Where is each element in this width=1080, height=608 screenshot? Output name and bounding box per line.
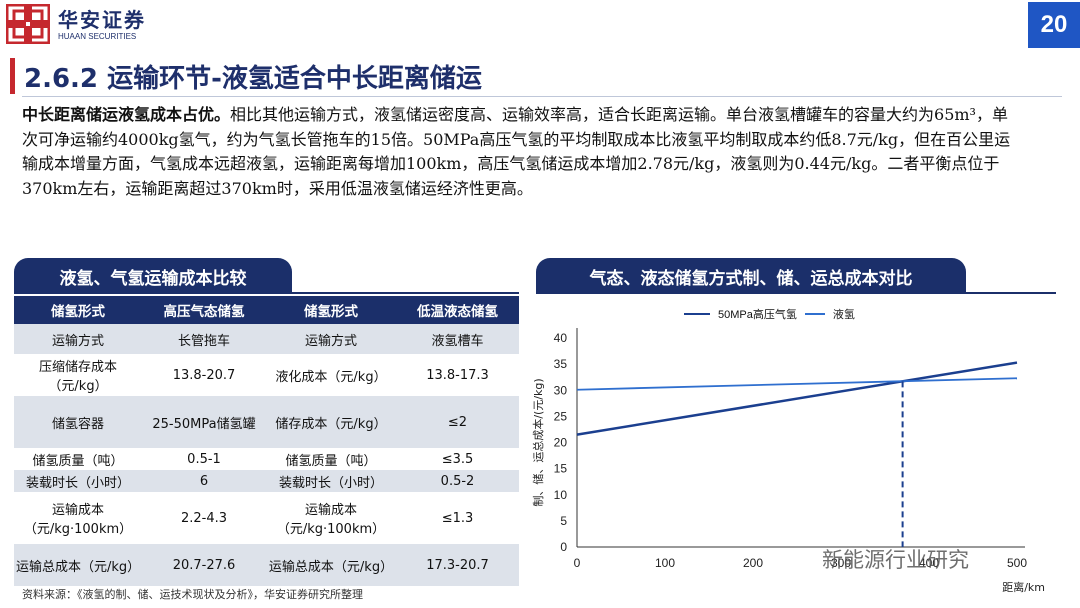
table-cell: 液化成本（元/kg） <box>266 354 396 396</box>
x-tick-label: 400 <box>919 556 939 570</box>
table-row: 运输总成本（元/kg） 20.7-27.6 运输总成本（元/kg） 17.3-2… <box>14 544 519 586</box>
table-cell: 储氢质量（吨） <box>14 448 142 470</box>
table-cell: ≤2 <box>396 396 519 448</box>
watermark-text: 新能源行业研究 <box>822 548 969 572</box>
y-tick-label: 10 <box>554 488 568 502</box>
y-tick-label: 35 <box>554 357 568 371</box>
chart-panel-rule <box>536 292 1056 294</box>
table-row: 装载时长（小时） 6 装载时长（小时） 0.5-2 <box>14 470 519 492</box>
table-row: 储氢容器 25-50MPa储氢罐 储存成本（元/kg） ≤2 <box>14 396 519 448</box>
table-cell: 运输成本（元/kg·100km） <box>14 492 142 544</box>
chart-panel-title: 气态、液态储氢方式制、储、运总成本对比 <box>536 258 966 294</box>
table-cell: 0.5-2 <box>396 470 519 492</box>
table-row: 运输成本（元/kg·100km） 2.2-4.3 运输成本（元/kg·100km… <box>14 492 519 544</box>
x-tick-label: 0 <box>574 556 581 570</box>
table-cell: 储氢质量（吨） <box>266 448 396 470</box>
table-panel-title: 液氢、气氢运输成本比较 <box>14 258 292 294</box>
table-cell: 运输总成本（元/kg） <box>14 544 142 586</box>
y-tick-label: 40 <box>554 331 568 345</box>
table-cell: ≤1.3 <box>396 492 519 544</box>
y-axis-title: 制、储、运总成本/(元/kg) <box>531 378 545 506</box>
table-row: 压缩储存成本（元/kg） 13.8-20.7 液化成本（元/kg） 13.8-1… <box>14 354 519 396</box>
table-cell: 6 <box>142 470 266 492</box>
table-panel-rule <box>14 292 519 294</box>
table-cell: 储氢容器 <box>14 396 142 448</box>
source-note: 资料来源：《液氢的制、储、运技术现状及分析》，华安证券研究所整理 <box>22 588 363 601</box>
table-cell: 装载时长（小时） <box>266 470 396 492</box>
table-cell: 压缩储存成本（元/kg） <box>14 354 142 396</box>
title-accent-bar <box>10 58 15 94</box>
table-cell: 17.3-20.7 <box>396 544 519 586</box>
table-cell: 25-50MPa储氢罐 <box>142 396 266 448</box>
summary-paragraph: 中长距离储运液氢成本占优。相比其他运输方式，液氢储运密度高、运输效率高，适合长距… <box>22 103 1022 201</box>
summary-body: 相比其他运输方式，液氢储运密度高、运输效率高，适合长距离运输。单台液氢槽罐车的容… <box>22 105 1011 198</box>
table-header-cell: 储氢形式 <box>266 296 396 324</box>
table-cell: 13.8-17.3 <box>396 354 519 396</box>
brand-name-en: HUAAN SECURITIES <box>58 32 137 41</box>
x-tick-label: 500 <box>1007 556 1027 570</box>
table-cell: 运输总成本（元/kg） <box>266 544 396 586</box>
title-divider <box>22 96 1062 97</box>
y-tick-label: 25 <box>554 409 568 423</box>
table-header-cell: 低温液态储氢 <box>396 296 519 324</box>
legend-swatch-liquid <box>804 313 825 315</box>
table-cell: 运输方式 <box>14 324 142 354</box>
x-axis-title: 距离/km <box>1002 580 1045 594</box>
table-cell: 2.2-4.3 <box>142 492 266 544</box>
table-cell: 长管拖车 <box>142 324 266 354</box>
table-cell: 20.7-27.6 <box>142 544 266 586</box>
table-cell: 液氢槽车 <box>396 324 519 354</box>
page-title: 2.6.2 运输环节-液氢适合中长距离储运 <box>24 64 482 94</box>
legend-label-liquid: 液氢 <box>832 309 855 321</box>
legend-swatch-gas <box>684 313 710 315</box>
table-cell: ≤3.5 <box>396 448 519 470</box>
x-tick-label: 100 <box>655 556 675 570</box>
y-tick-label: 0 <box>560 540 567 554</box>
table-header-cell: 储氢形式 <box>14 296 142 324</box>
y-tick-label: 20 <box>554 436 568 450</box>
y-tick-label: 15 <box>554 462 568 476</box>
table-cell: 储存成本（元/kg） <box>266 396 396 448</box>
page-number: 20 <box>1028 2 1080 48</box>
brand-name-cn: 华安证券 <box>58 8 146 32</box>
table-cell: 运输方式 <box>266 324 396 354</box>
table-header-cell: 高压气态储氢 <box>142 296 266 324</box>
x-tick-label: 200 <box>743 556 763 570</box>
y-tick-label: 5 <box>560 514 567 528</box>
table-row: 储氢质量（吨） 0.5-1 储氢质量（吨） ≤3.5 <box>14 448 519 470</box>
table-cell: 0.5-1 <box>142 448 266 470</box>
series-line-liquid <box>576 377 1018 391</box>
table-cell: 13.8-20.7 <box>142 354 266 396</box>
table-cell: 装载时长（小时） <box>14 470 142 492</box>
legend-label-gas: 50MPa高压气氢 <box>718 309 797 321</box>
summary-lead: 中长距离储运液氢成本占优。 <box>22 105 231 124</box>
table-row: 运输方式 长管拖车 运输方式 液氢槽车 <box>14 324 519 354</box>
x-tick-label: 300 <box>831 556 851 570</box>
cost-comparison-table: 储氢形式 高压气态储氢 储氢形式 低温液态储氢 运输方式 长管拖车 运输方式 液… <box>14 296 519 586</box>
y-tick-label: 30 <box>554 383 568 397</box>
chart-legend: 50MPa高压气氢 液氢 <box>684 306 855 322</box>
table-cell: 运输成本（元/kg·100km） <box>266 492 396 544</box>
series-line-gas <box>576 361 1018 436</box>
brand-logo-icon <box>5 3 51 45</box>
